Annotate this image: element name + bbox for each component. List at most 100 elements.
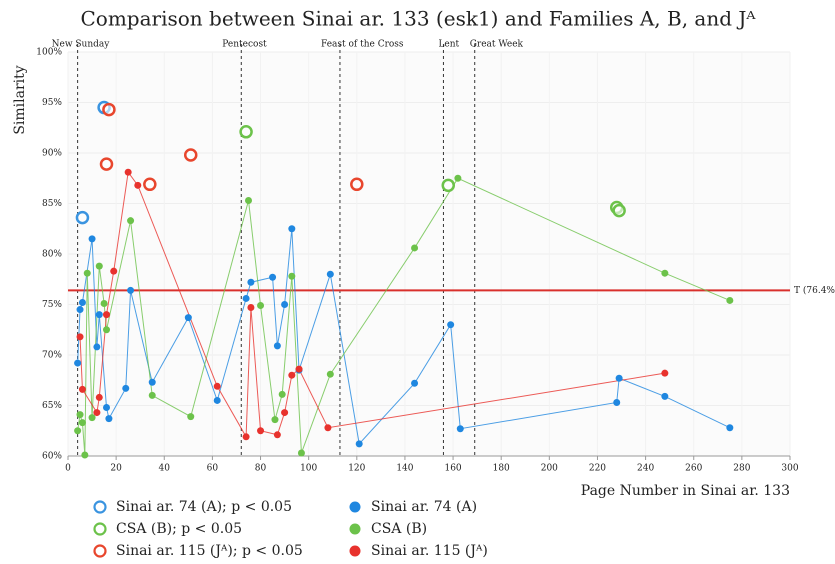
x-tick-label: 40 [159,464,171,474]
y-tick-label: 60% [42,452,62,462]
legend-label: CSA (B) [371,521,427,537]
legend-marker [349,501,361,513]
x-tick-label: 260 [685,464,702,474]
data-point [613,398,621,406]
data-point [143,177,157,192]
data-point [273,342,281,350]
data-point [74,359,82,367]
data-point [93,409,101,417]
data-point [288,371,296,379]
data-point [88,414,96,422]
data-point [247,278,255,286]
data-point [76,306,84,314]
legend-label: Sinai ar. 74 (A); p < 0.05 [116,499,292,515]
data-point [661,392,669,400]
data-point [411,379,419,387]
data-point [411,244,419,252]
data-point [110,267,118,275]
legend-marker [93,500,107,514]
x-tick-label: 160 [444,464,461,474]
event-label: Lent [438,40,459,50]
data-point [269,273,277,281]
x-tick-label: 60 [207,464,219,474]
event-label: Pentecost [222,40,267,50]
data-point [95,311,103,319]
legend-marker [93,544,107,558]
data-point [247,304,255,312]
data-point [278,390,286,398]
event-label: Great Week [470,40,524,50]
data-point [122,384,130,392]
data-point [83,269,91,277]
legend-label: Sinai ar. 115 (Jᴬ) [371,543,488,559]
data-point [326,370,334,378]
data-point [103,311,111,319]
data-point [102,102,116,117]
y-tick-label: 95% [42,98,62,108]
data-point [95,262,103,270]
data-point [184,314,192,322]
data-point [75,210,90,225]
data-point [74,427,82,435]
data-point [257,302,265,310]
data-point [78,385,86,393]
y-tick-label: 65% [42,401,62,411]
data-point [88,235,96,243]
data-point [295,365,303,373]
data-point [134,181,142,189]
y-tick-label: 90% [42,149,62,159]
data-point [213,396,221,404]
data-point [242,433,250,441]
data-point [93,343,101,351]
data-point [183,148,198,162]
chart-title: Comparison between Sinai ar. 133 (esk1) … [81,7,757,31]
data-point [213,382,221,390]
data-point [615,374,623,382]
data-point [726,424,734,432]
data-point [100,299,108,307]
x-tick-label: 20 [110,464,122,474]
legend-marker [93,522,107,536]
data-point [350,177,364,192]
x-tick-label: 0 [65,464,71,474]
data-point [127,286,135,294]
data-point [271,416,279,424]
legend-label: Sinai ar. 74 (A) [371,499,477,515]
data-point [76,333,84,341]
legend-label: Sinai ar. 115 (Jᴬ); p < 0.05 [116,543,303,559]
x-tick-label: 280 [733,464,750,474]
data-point [76,411,84,419]
data-point [288,225,296,233]
data-point [78,419,86,427]
data-point [95,393,103,401]
data-point [148,391,156,399]
x-tick-label: 300 [781,464,798,474]
x-tick-label: 120 [348,464,365,474]
data-point [612,203,626,218]
y-tick-label: 75% [42,300,62,310]
data-point [281,301,289,308]
y-tick-label: 85% [42,199,62,209]
data-point [103,326,111,334]
data-point [78,298,86,306]
data-point [187,413,195,421]
x-tick-label: 200 [541,464,558,474]
data-point [239,125,253,139]
data-point [273,431,281,439]
event-label: Feast of the Cross [321,40,404,50]
data-point [127,217,135,225]
x-tick-label: 240 [637,464,654,474]
x-tick-label: 100 [300,464,317,474]
data-point [245,196,252,204]
data-point [456,425,464,433]
legend-marker [349,545,361,557]
y-tick-label: 70% [42,351,62,361]
data-point [81,451,89,459]
data-point [257,427,265,435]
data-point [355,440,363,448]
threshold-label: T (76.4%) [794,285,835,296]
data-point [661,269,669,277]
x-tick-label: 180 [493,464,510,474]
y-tick-label: 80% [42,250,62,260]
